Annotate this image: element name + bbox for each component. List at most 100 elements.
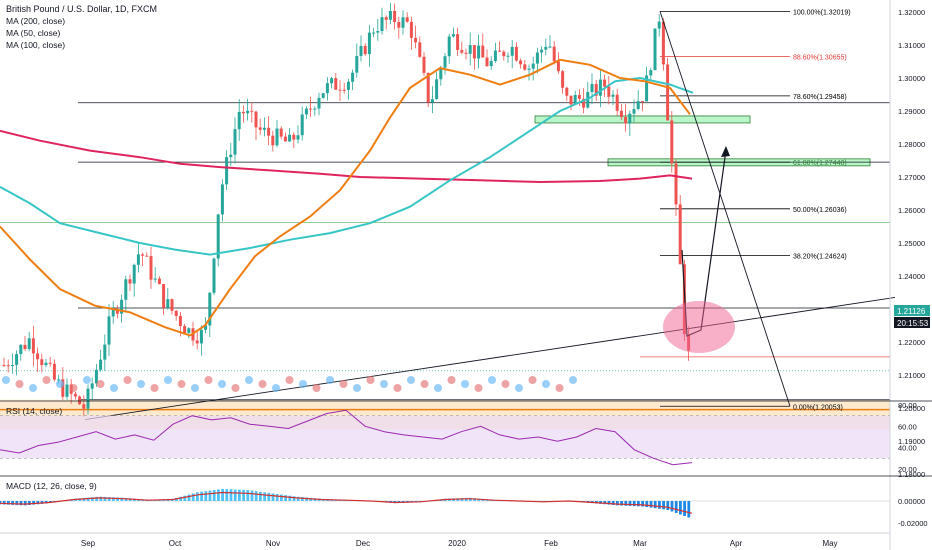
candle-body [418, 42, 422, 57]
countdown-tag: 20:15:53 [897, 319, 929, 328]
candle-body [430, 99, 434, 103]
candle-body [624, 117, 628, 124]
macd-histogram-bar [229, 489, 233, 501]
candle-body [447, 36, 451, 57]
candle-body [275, 128, 279, 146]
event-marker [555, 384, 564, 392]
candle-body [548, 46, 552, 48]
candle-body [422, 56, 426, 73]
macd-histogram-bar [674, 501, 678, 513]
macd-histogram-bar [662, 501, 665, 510]
candle-body [451, 34, 455, 37]
event-marker [515, 384, 523, 392]
time-tick-label: Nov [266, 539, 280, 548]
candle-body [82, 404, 86, 409]
candle-body [183, 326, 187, 333]
candle-body [2, 365, 6, 367]
candle-body [153, 278, 157, 280]
highlight-circle [663, 301, 735, 353]
candle-body [414, 37, 418, 43]
event-marker [488, 376, 496, 384]
macd-histogram-bar [284, 495, 287, 501]
candle-body [367, 32, 371, 55]
macd-histogram-bar [296, 496, 300, 501]
candle-body [401, 17, 405, 28]
macd-histogram-bar [637, 501, 640, 507]
candle-body [145, 255, 149, 257]
event-marker [110, 384, 118, 392]
event-marker [258, 380, 267, 388]
candle-body [498, 50, 502, 52]
macd-histogram-bar [632, 501, 636, 507]
candle-body [250, 110, 254, 112]
candle-body [443, 56, 447, 68]
candle-body [61, 379, 65, 397]
candle-body [645, 75, 649, 102]
candle-body [561, 71, 565, 88]
candle-body [670, 120, 674, 164]
macd-histogram-bar [204, 491, 208, 501]
macd-histogram-bar [15, 501, 19, 506]
time-tick-label: Sep [81, 539, 96, 548]
candle-body [485, 57, 489, 67]
candle-body [19, 344, 23, 355]
macd-histogram-bar [196, 492, 199, 501]
event-marker [393, 384, 402, 392]
macd-histogram-bar [116, 497, 119, 501]
macd-histogram-bar [191, 493, 195, 501]
event-marker [285, 376, 294, 384]
candle-body [502, 51, 506, 57]
overlay-layer [0, 11, 791, 407]
candle-body [141, 254, 145, 256]
macd-histogram-bar [95, 496, 98, 501]
macd-histogram-bar [246, 490, 250, 501]
macd-histogram-bar [309, 497, 313, 501]
candle-body [523, 64, 527, 70]
event-marker [380, 380, 388, 388]
fib-level-label: 78.60%(1.29458) [793, 94, 847, 101]
event-marker [447, 376, 456, 384]
macd-histogram-bar [91, 497, 94, 501]
event-marker [69, 384, 78, 392]
candle-body [666, 64, 670, 121]
candle-body [342, 89, 346, 91]
price-tick-label: 1.19000 [898, 437, 925, 446]
candle-body [611, 94, 615, 97]
projection-arrowhead [721, 146, 730, 157]
time-tick-label: Apr [730, 539, 743, 548]
macd-histogram-bar [624, 501, 628, 506]
candle-body [527, 68, 531, 70]
candle-body [73, 393, 77, 397]
countdown-tag-bg [894, 317, 930, 328]
price-tick-label: 1.26000 [898, 206, 925, 215]
macd-histogram-bar [0, 501, 2, 505]
candle-body [292, 134, 296, 140]
candle-body [48, 362, 52, 364]
macd-histogram-bar [120, 497, 124, 501]
macd-histogram-bar [36, 501, 40, 505]
ma200-line [0, 129, 693, 184]
candle-body [136, 254, 140, 265]
time-tick-label: Dec [356, 539, 370, 548]
candle-body [99, 359, 103, 370]
candle-body [506, 55, 510, 57]
rsi-band [0, 415, 890, 459]
candle-body [237, 111, 241, 130]
macd-histogram-bar [7, 501, 10, 505]
candle-body [220, 184, 224, 215]
macd-histogram-bar [620, 501, 623, 506]
macd-histogram-bar [305, 497, 308, 501]
event-marker [123, 376, 132, 384]
macd-histogram-bar [666, 501, 670, 510]
candle-body [380, 17, 384, 32]
candle-body [472, 45, 476, 59]
event-marker [420, 380, 429, 388]
event-marker [15, 380, 24, 388]
candle-body [464, 52, 468, 54]
candle-body [262, 127, 266, 130]
macd-histogram-bar [254, 491, 258, 501]
time-tick-label: Oct [169, 539, 182, 548]
macd-histogram-bar [2, 501, 6, 505]
